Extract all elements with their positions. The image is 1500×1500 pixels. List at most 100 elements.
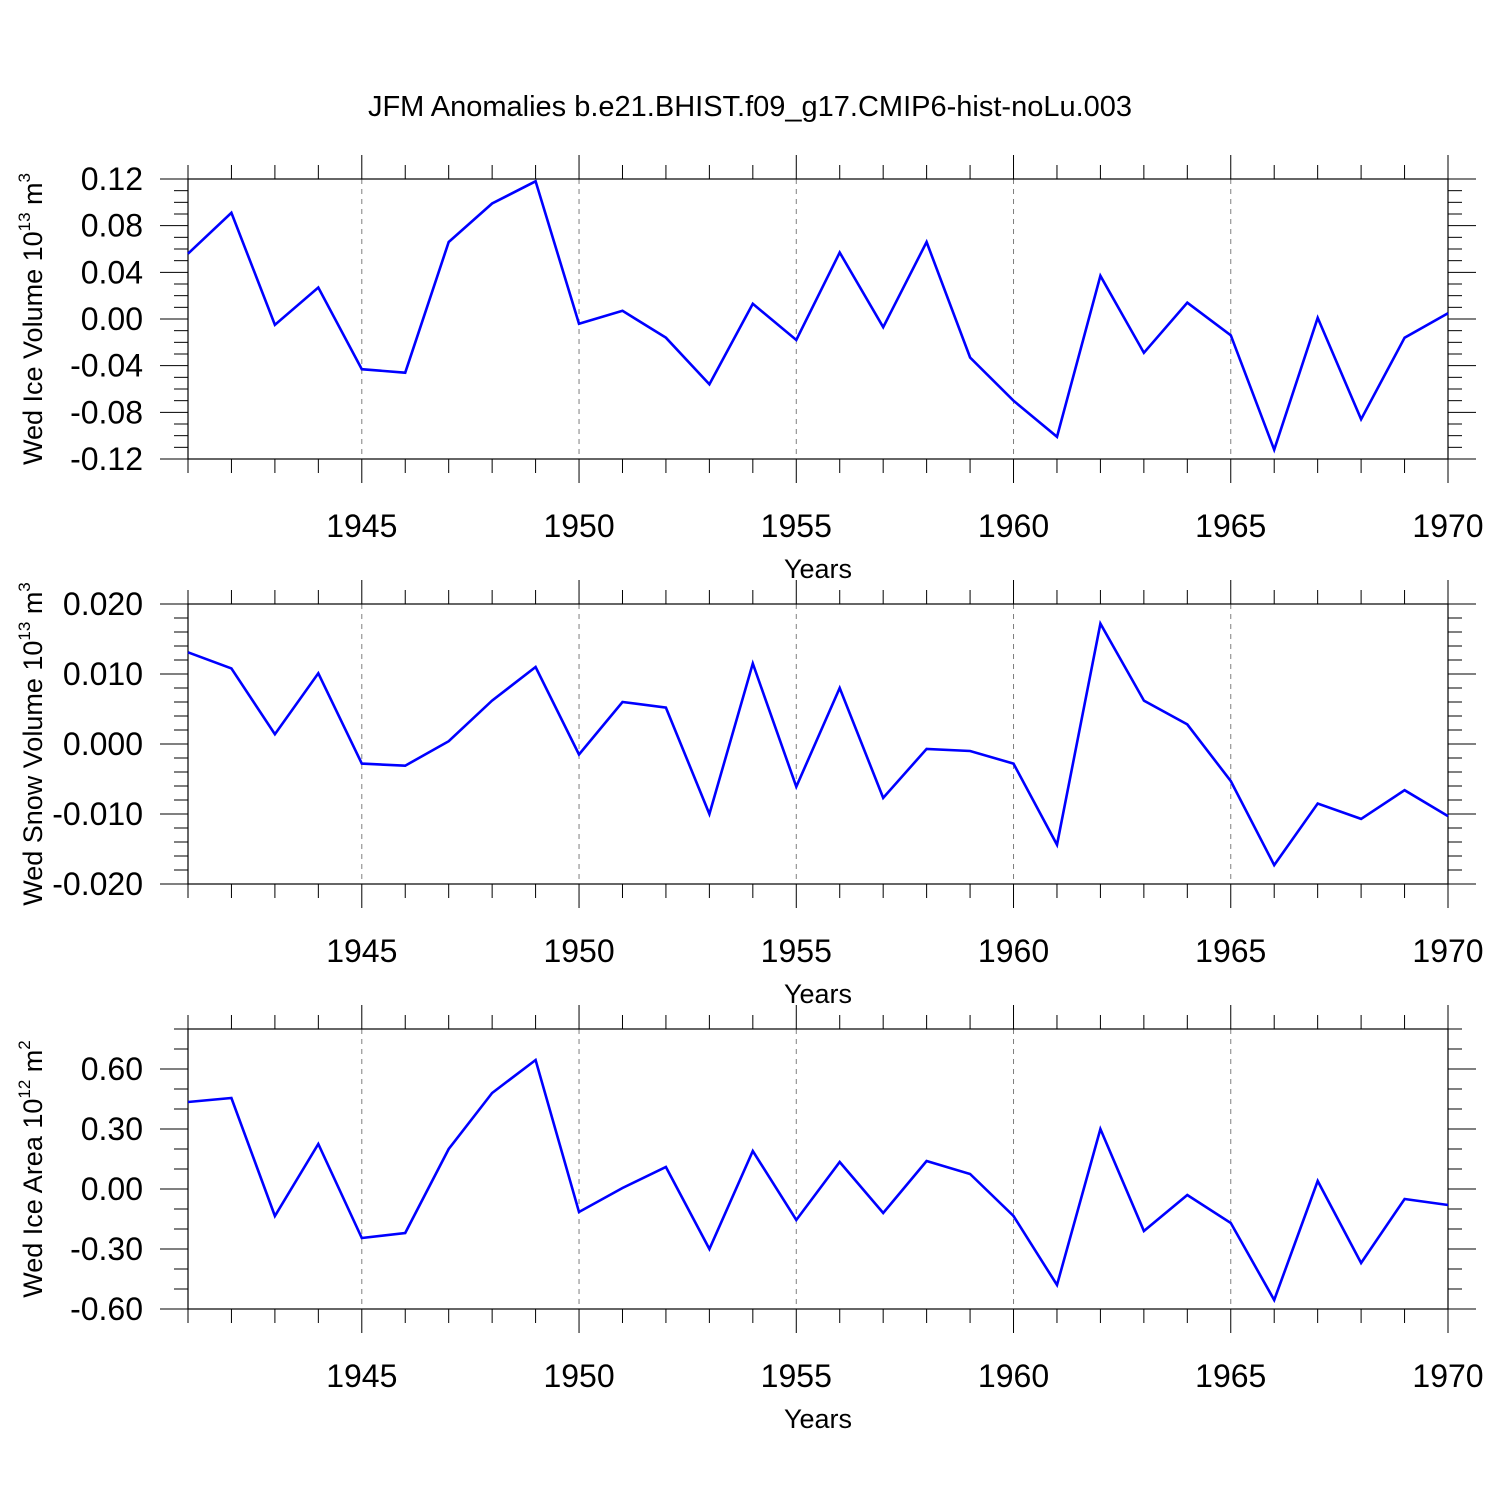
plot-frame: [187, 603, 1449, 885]
y-axis-label-main: Wed Snow Volume 10: [18, 641, 48, 906]
data-point: [273, 732, 277, 736]
x-tick-label: 1970: [1412, 1358, 1483, 1394]
data-point: [1272, 448, 1276, 452]
data-point: [403, 371, 407, 375]
data-point: [447, 240, 451, 244]
data-point: [1403, 336, 1407, 340]
y-tick-label: -0.010: [52, 796, 143, 832]
x-axis-label: Years: [784, 554, 852, 584]
y-tick-label: 0.30: [81, 1111, 143, 1147]
x-tick-label: 1955: [761, 1358, 832, 1394]
data-point: [490, 202, 494, 206]
data-point: [664, 1165, 668, 1169]
data-point: [1359, 417, 1363, 421]
data-point: [534, 665, 538, 669]
data-point: [925, 240, 929, 244]
data-point: [968, 356, 972, 360]
y-axis-label-main: Wed Ice Volume 10: [18, 231, 48, 465]
data-point: [1446, 311, 1450, 315]
data-point: [360, 1236, 364, 1240]
data-point: [1229, 1221, 1233, 1225]
data-point: [1185, 722, 1189, 726]
data-point: [1055, 1283, 1059, 1287]
data-point: [1229, 779, 1233, 783]
data-point: [534, 1058, 538, 1062]
data-point: [881, 1211, 885, 1215]
data-point: [186, 650, 190, 654]
y-axis-label-main: Wed Ice Area 10: [18, 1099, 48, 1298]
data-point: [1185, 301, 1189, 305]
y-tick-label: -0.04: [70, 348, 143, 384]
data-point: [1316, 1179, 1320, 1183]
data-point: [1055, 435, 1059, 439]
data-point: [620, 309, 624, 313]
x-tick-label: 1955: [761, 508, 832, 544]
x-axis-label: Years: [784, 979, 852, 1009]
data-point: [186, 252, 190, 256]
data-point: [577, 1210, 581, 1214]
y-axis-label-exponent: 13: [15, 622, 34, 641]
data-point: [751, 662, 755, 666]
data-point: [838, 251, 842, 255]
data-point: [316, 286, 320, 290]
data-point: [794, 1218, 798, 1222]
data-point: [229, 1096, 233, 1100]
y-tick-label: 0.12: [81, 161, 143, 197]
series-line: [187, 1057, 1449, 1304]
y-tick-label: -0.60: [70, 1291, 143, 1327]
x-tick-label: 1945: [326, 1358, 397, 1394]
data-point: [1012, 762, 1016, 766]
data-point: [1316, 316, 1320, 320]
data-point: [707, 812, 711, 816]
y-tick-label: 0.010: [63, 656, 143, 692]
data-point: [1098, 1127, 1102, 1131]
data-point: [360, 367, 364, 371]
plot-frame: [187, 178, 1449, 460]
data-point: [968, 749, 972, 753]
data-point: [1446, 1203, 1450, 1207]
y-tick-label: 0.00: [81, 1171, 143, 1207]
x-tick-label: 1970: [1412, 508, 1483, 544]
y-tick-label: 0.020: [63, 586, 143, 622]
data-point: [620, 700, 624, 704]
data-point: [1403, 788, 1407, 792]
data-point: [1012, 399, 1016, 403]
y-tick-label: 0.60: [81, 1051, 143, 1087]
x-tick-label: 1965: [1195, 508, 1266, 544]
data-point: [751, 1149, 755, 1153]
data-point: [490, 1091, 494, 1095]
data-point: [838, 1160, 842, 1164]
data-point: [1272, 1298, 1276, 1302]
x-tick-label: 1950: [543, 1358, 614, 1394]
data-point: [1446, 814, 1450, 818]
data-point: [925, 747, 929, 751]
data-point: [360, 762, 364, 766]
data-point: [664, 336, 668, 340]
x-tick-label: 1960: [978, 1358, 1049, 1394]
x-tick-label: 1950: [543, 933, 614, 969]
data-point: [534, 179, 538, 183]
data-point: [1055, 843, 1059, 847]
y-tick-label: -0.12: [70, 441, 143, 477]
data-point: [1272, 863, 1276, 867]
data-point: [403, 764, 407, 768]
data-point: [794, 785, 798, 789]
x-tick-label: 1965: [1195, 1358, 1266, 1394]
data-point: [229, 211, 233, 215]
data-point: [447, 739, 451, 743]
data-point: [316, 671, 320, 675]
data-point: [751, 302, 755, 306]
data-point: [186, 1100, 190, 1104]
data-point: [664, 706, 668, 710]
data-point: [925, 1159, 929, 1163]
y-axis-label-unit: m: [18, 592, 48, 622]
y-tick-label: -0.08: [70, 394, 143, 430]
data-point: [881, 796, 885, 800]
y-axis-label: Wed Snow Volume 1013 m3: [15, 582, 48, 906]
x-tick-label: 1960: [978, 508, 1049, 544]
plot-frame: [187, 1028, 1449, 1310]
data-point: [577, 322, 581, 326]
data-point: [794, 338, 798, 342]
data-point: [490, 699, 494, 703]
